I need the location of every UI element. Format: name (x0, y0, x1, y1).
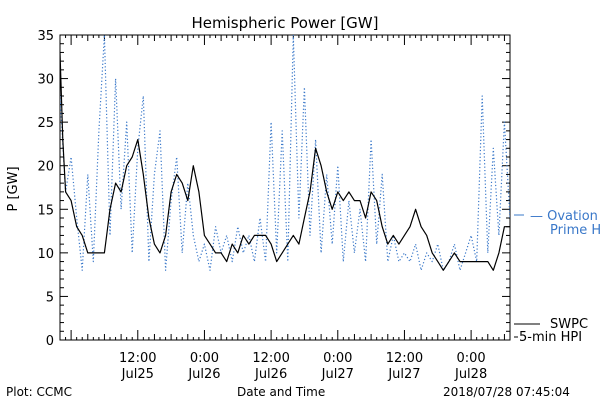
legend-ovation-label: — Ovation (530, 209, 598, 224)
x-tick-time-label: 12:00 (119, 351, 156, 366)
x-tick-time-label: 0:00 (323, 351, 352, 366)
series-layer (60, 35, 510, 271)
y-tick-label: 20 (37, 160, 54, 175)
plot-timestamp: 2018/07/28 07:45:04 (443, 385, 570, 399)
plot-frame (59, 34, 511, 341)
y-tick-label: 25 (37, 116, 54, 131)
x-axis-label: Date and Time (237, 385, 326, 399)
plot-border (59, 34, 511, 341)
y-tick-label: 10 (37, 247, 54, 262)
x-tick-time-label: 0:00 (457, 351, 486, 366)
plot-credit: Plot: CCMC (6, 385, 72, 399)
x-tick-date-label: Jul27 (321, 367, 354, 382)
legend-ovation-label: Prime HPI (550, 223, 600, 238)
x-tick-time-label: 12:00 (386, 351, 423, 366)
legend-swpc-label: 5-min HPI (519, 330, 582, 345)
x-axis-ticks: 12:00Jul250:00Jul2612:00Jul260:00Jul2712… (59, 35, 511, 382)
y-tick-label: 5 (46, 290, 54, 305)
legend-swpc-label: SWPC (550, 317, 588, 332)
y-axis-label: P [GW] (6, 166, 21, 211)
y-tick-label: 15 (37, 203, 54, 218)
x-tick-date-label: Jul27 (387, 367, 420, 382)
x-tick-date-label: Jul28 (454, 367, 487, 382)
x-tick-date-label: Jul26 (254, 367, 287, 382)
series-line-ovation-prime (60, 35, 510, 271)
chart-title: Hemispheric Power [GW] (192, 14, 379, 32)
x-tick-time-label: 0:00 (190, 351, 219, 366)
y-tick-label: 35 (37, 29, 54, 44)
y-tick-label: 30 (37, 73, 54, 88)
y-tick-label: 0 (46, 334, 54, 349)
x-tick-date-label: Jul25 (121, 367, 154, 382)
x-tick-date-label: Jul26 (187, 367, 220, 382)
series-line-swpc (60, 52, 510, 271)
x-tick-time-label: 12:00 (252, 351, 289, 366)
